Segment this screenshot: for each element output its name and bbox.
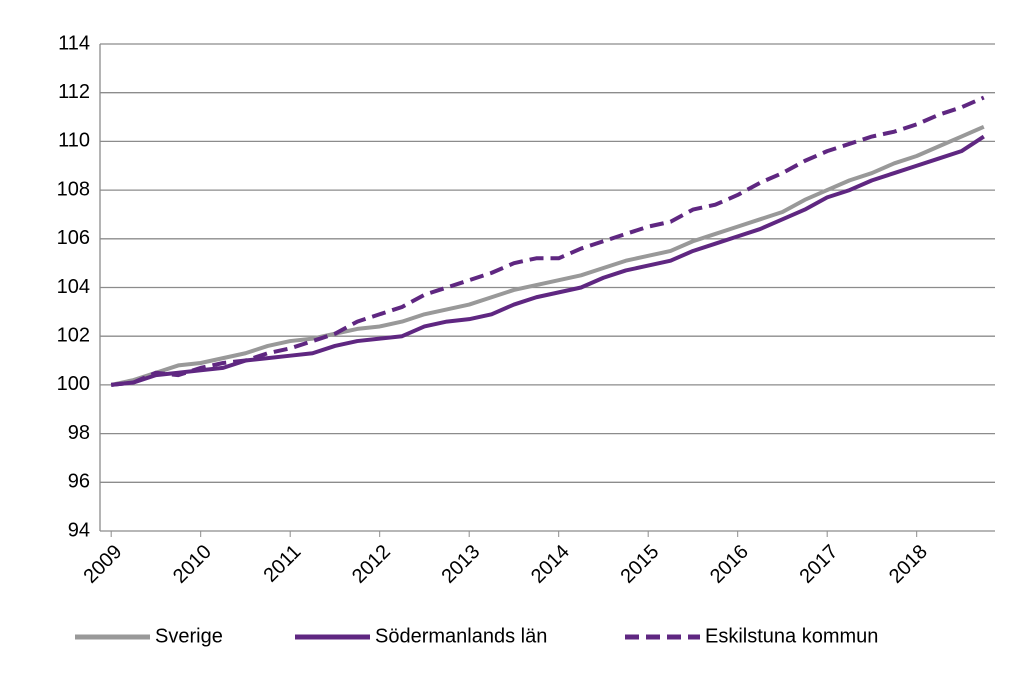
y-tick-label: 100 (57, 373, 90, 395)
y-tick-label: 106 (57, 227, 90, 249)
x-tick-label: 2010 (169, 541, 216, 588)
series-line (110, 95, 985, 387)
x-tick-label: 2016 (706, 541, 753, 588)
y-tick-label: 114 (58, 32, 90, 54)
y-tick-label: 102 (57, 324, 90, 346)
y-tick-label: 98 (68, 422, 90, 444)
x-tick-label: 2009 (79, 541, 126, 588)
y-tick-label: 94 (68, 519, 90, 541)
x-tick-label: 2012 (348, 541, 395, 588)
y-tick-label: 110 (58, 130, 90, 152)
y-tick-label: 96 (68, 471, 90, 493)
series-line (110, 124, 985, 387)
legend-label: Sverige (155, 625, 223, 647)
series-line (110, 134, 985, 387)
y-tick-label: 112 (58, 81, 90, 103)
legend-label: Södermanlands län (375, 625, 547, 647)
y-tick-label: 108 (57, 178, 90, 200)
x-tick-label: 2015 (616, 541, 663, 588)
x-tick-label: 2013 (437, 541, 484, 588)
y-tick-label: 104 (57, 276, 90, 298)
legend-label: Eskilstuna kommun (705, 625, 878, 647)
x-tick-label: 2014 (527, 541, 574, 588)
x-tick-label: 2011 (259, 541, 305, 587)
x-tick-label: 2017 (795, 541, 842, 588)
x-tick-label: 2018 (885, 541, 932, 588)
